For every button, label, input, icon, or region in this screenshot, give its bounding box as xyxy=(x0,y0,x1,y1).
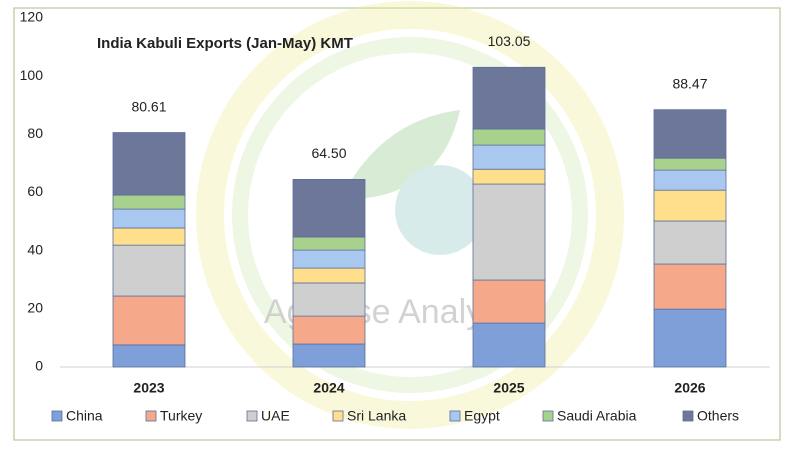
legend-swatch xyxy=(332,410,344,422)
bar-segment xyxy=(653,169,727,191)
legend-swatch xyxy=(145,410,157,422)
bar-segment xyxy=(112,244,186,297)
bar-segment xyxy=(292,282,366,317)
bar-segment xyxy=(653,220,727,265)
bar-segment xyxy=(112,194,186,210)
total-label: 64.50 xyxy=(311,145,346,161)
watermark-logo xyxy=(196,1,624,429)
legend-label: Egypt xyxy=(464,408,500,424)
bar-segment xyxy=(292,267,366,284)
legend-label: China xyxy=(66,408,103,424)
bar-segment xyxy=(292,315,366,345)
x-tick-label: 2024 xyxy=(313,380,344,396)
total-label: 103.05 xyxy=(488,33,531,49)
legend-swatch xyxy=(449,410,461,422)
x-tick-label: 2026 xyxy=(674,380,705,396)
y-tick-label: 60 xyxy=(27,183,43,199)
chart-title: India Kabuli Exports (Jan-May) KMT xyxy=(97,35,353,52)
bar-segment xyxy=(472,144,546,170)
bar-segment xyxy=(472,279,546,324)
logo-leaf xyxy=(340,110,460,200)
bar-segment xyxy=(472,168,546,185)
bar-segment xyxy=(472,183,546,281)
y-tick-label: 80 xyxy=(27,125,43,141)
chart-border xyxy=(13,7,781,441)
bar-segment xyxy=(112,208,186,229)
legend-label: Others xyxy=(697,408,739,424)
bar-segment xyxy=(292,343,366,368)
bar-segment xyxy=(112,132,186,196)
y-tick-label: 0 xyxy=(35,358,43,374)
legend-swatch xyxy=(246,410,258,422)
bar-segment xyxy=(472,66,546,130)
bar-segment xyxy=(653,157,727,171)
logo-drop xyxy=(395,165,485,255)
bar-segment xyxy=(472,128,546,146)
bar-segment xyxy=(653,189,727,222)
bar-segment xyxy=(653,109,727,159)
legend-swatch xyxy=(51,410,63,422)
legend-swatch xyxy=(542,410,554,422)
bar-segment xyxy=(292,236,366,251)
y-tick-label: 120 xyxy=(20,9,44,25)
logo-ring xyxy=(196,1,624,429)
logo-ring xyxy=(232,37,588,393)
legend-label: Turkey xyxy=(160,408,202,424)
legend-label: UAE xyxy=(261,408,290,424)
x-tick-label: 2025 xyxy=(493,380,524,396)
legend-label: Sri Lanka xyxy=(347,408,406,424)
bar-segment xyxy=(112,227,186,246)
bar-segment xyxy=(112,295,186,346)
total-label: 80.61 xyxy=(131,98,166,114)
bar-segment xyxy=(653,308,727,368)
y-tick-label: 100 xyxy=(20,67,44,83)
legend-swatch xyxy=(682,410,694,422)
y-tick-label: 20 xyxy=(27,300,43,316)
bar-segment xyxy=(653,263,727,310)
total-label: 88.47 xyxy=(672,75,707,91)
bar-segment xyxy=(292,249,366,269)
bar-segment xyxy=(472,322,546,368)
bar-segment xyxy=(292,179,366,238)
x-tick-label: 2023 xyxy=(133,380,164,396)
bar-segment xyxy=(112,344,186,368)
legend-label: Saudi Arabia xyxy=(557,408,637,424)
y-tick-label: 40 xyxy=(27,241,43,257)
